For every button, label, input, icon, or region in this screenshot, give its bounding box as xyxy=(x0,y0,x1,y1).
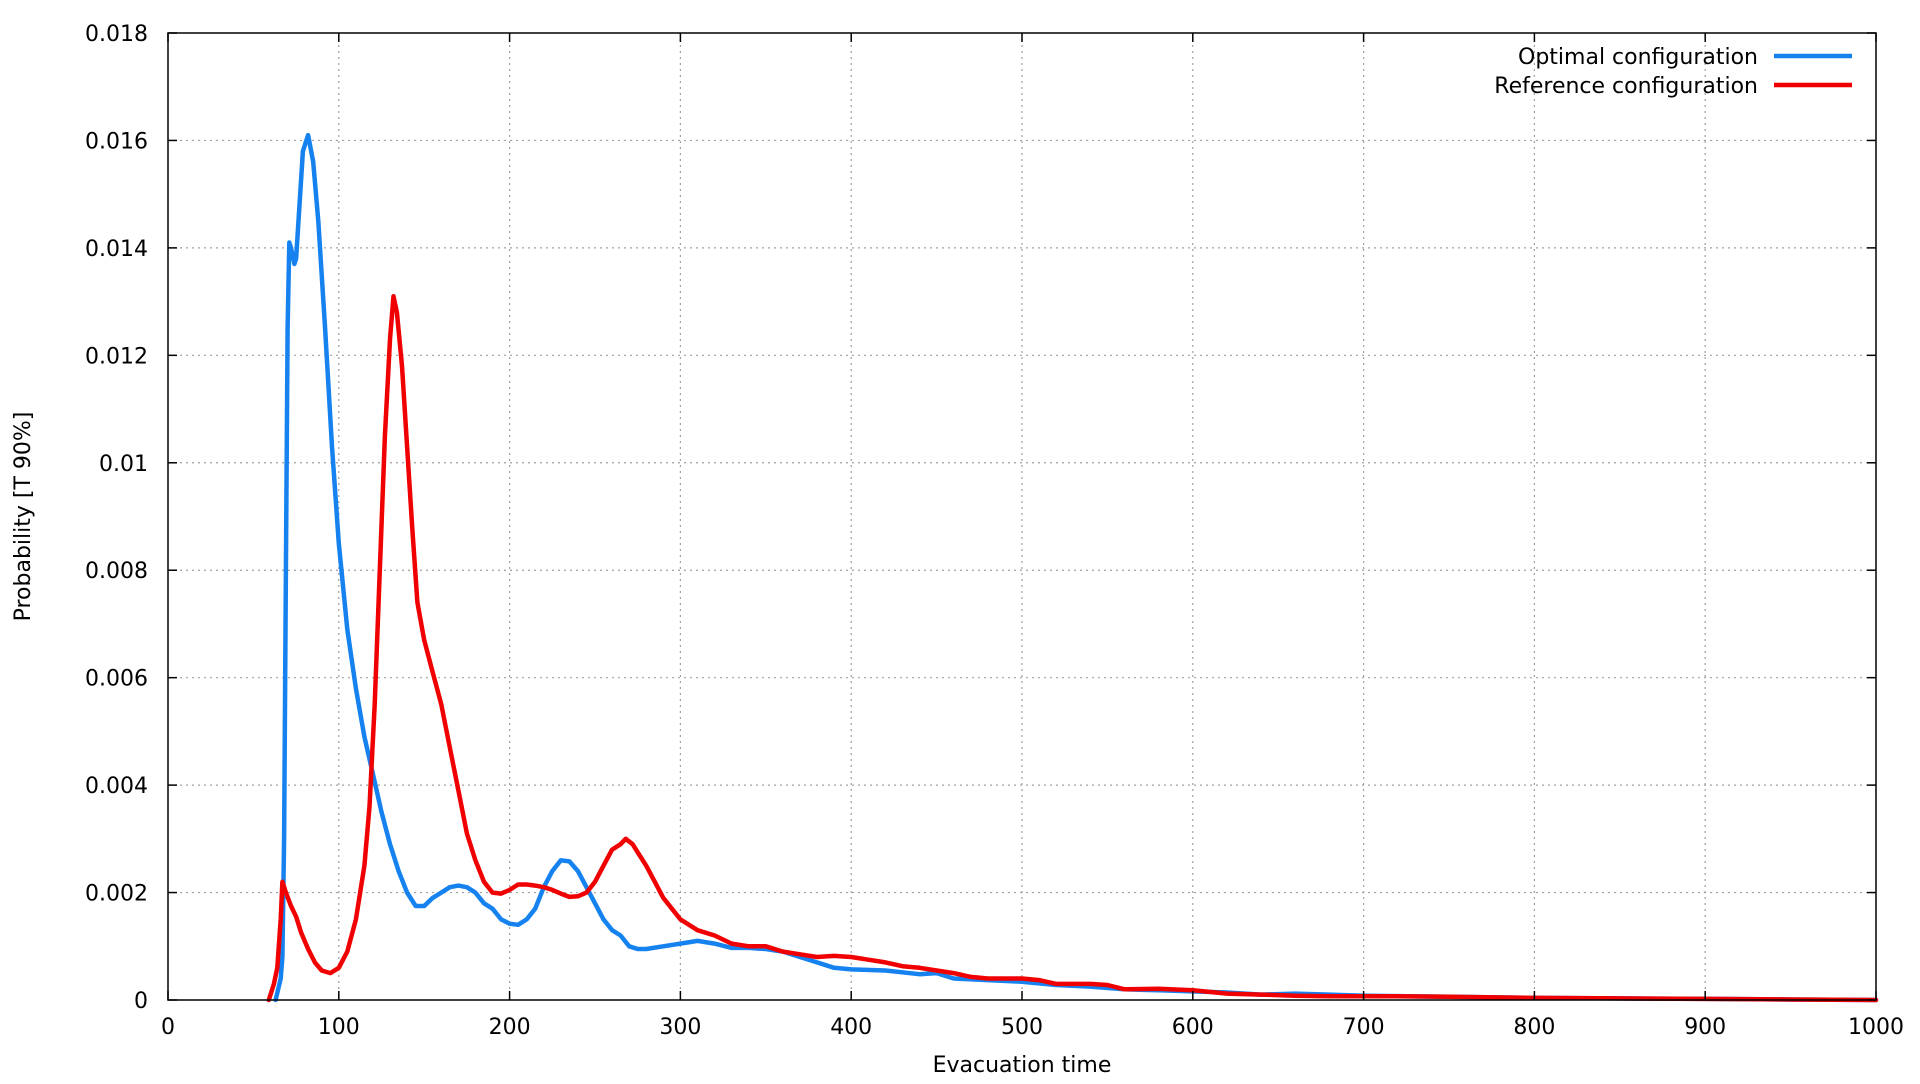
y-tick-label: 0.018 xyxy=(85,22,148,47)
y-tick-label: 0.012 xyxy=(85,344,148,369)
x-tick-label: 800 xyxy=(1513,1015,1555,1040)
x-tick-label: 100 xyxy=(318,1015,360,1040)
x-axis-title: Evacuation time xyxy=(933,1053,1112,1078)
x-tick-label: 500 xyxy=(1001,1015,1043,1040)
x-tick-label: 0 xyxy=(161,1015,175,1040)
legend-label: Optimal configuration xyxy=(1518,45,1758,70)
x-tick-label: 600 xyxy=(1172,1015,1214,1040)
x-tick-label: 700 xyxy=(1343,1015,1385,1040)
series-line-optimal xyxy=(273,132,1879,1003)
y-tick-label: 0 xyxy=(134,989,148,1014)
x-tick-label: 1000 xyxy=(1848,1015,1904,1040)
y-tick-label: 0.002 xyxy=(85,882,148,907)
x-tick-label: 400 xyxy=(830,1015,872,1040)
y-tick-label: 0.008 xyxy=(85,559,148,584)
y-tick-label: 0.006 xyxy=(85,667,148,692)
axis-ticks: 0 100 200 300 400 500 600 700 800 900 1000 0 0.002 0.… xyxy=(85,22,1904,1040)
y-tick-label: 0.016 xyxy=(85,129,148,154)
y-tick-label: 0.004 xyxy=(85,774,148,799)
y-tick-label: 0.01 xyxy=(99,452,148,477)
legend: Optimal configuration Reference configura… xyxy=(1494,45,1852,99)
legend-label: Reference configuration xyxy=(1494,74,1758,99)
x-tick-label: 900 xyxy=(1684,1015,1726,1040)
gridlines xyxy=(168,33,1876,1000)
x-tick-label: 300 xyxy=(659,1015,701,1040)
x-tick-label: 200 xyxy=(489,1015,531,1040)
y-axis-title: Probability [T 90%] xyxy=(11,412,36,622)
series-line-reference xyxy=(266,293,1879,1003)
series-lines xyxy=(266,132,1879,1003)
y-tick-label: 0.014 xyxy=(85,237,148,262)
